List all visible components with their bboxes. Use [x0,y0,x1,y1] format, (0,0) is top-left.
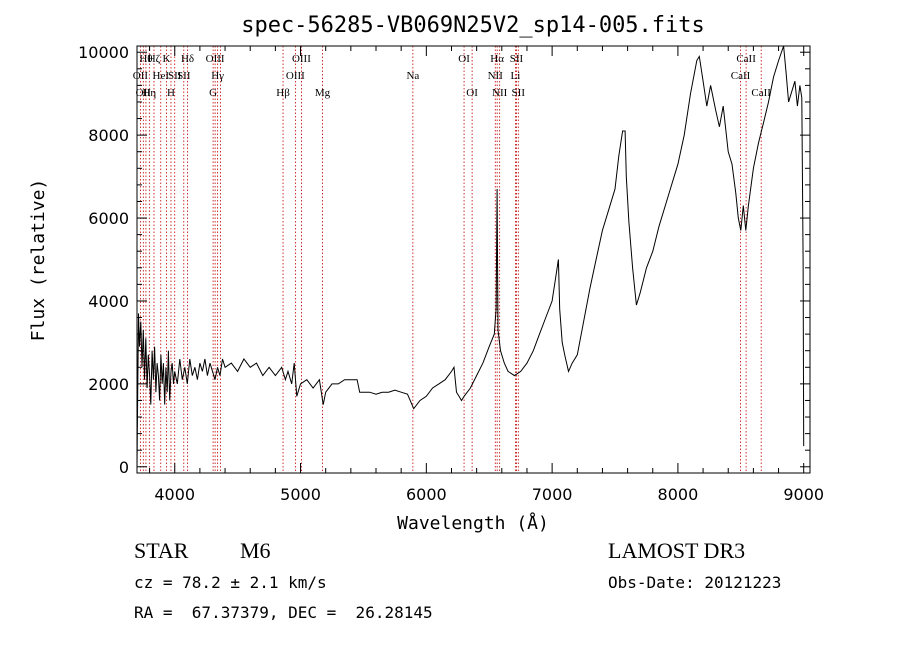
sky-coordinates: RA = 67.37379, DEC = 26.28145 [134,603,433,622]
spectral-line-label: Hδ [181,53,194,65]
spectral-line-label: Mg [315,87,331,99]
y-axis-label: Flux (relative) [28,179,49,342]
spectral-line-label: SII [177,70,191,82]
x-tick-label: 7000 [532,485,573,504]
spectral-line-label: NII [492,87,508,99]
spectral-line-label: Hη [142,87,156,99]
spectral-line-label: OIII [292,53,311,65]
y-tick-label: 8000 [88,126,129,145]
x-tick-label: 5000 [280,485,321,504]
x-tick-label: 6000 [406,485,447,504]
plot-frame [136,45,811,474]
y-tick-label: 2000 [88,375,129,394]
x-tick-label: 8000 [658,485,699,504]
spectral-line-markers [139,46,762,473]
spectral-line-label: OI [466,87,478,99]
spectral-line-label: Hα [490,53,504,65]
spectral-line-label: CaII [736,53,756,65]
spectral-line-label: SII [168,70,182,82]
spectral-line-label: SII [512,87,526,99]
spectral-line-label: H [167,87,175,99]
spectral-line-label: OI [458,53,470,65]
spectral-line-label: OIII [206,53,225,65]
data-release: LAMOST DR3 [608,538,746,563]
spectral-line-labels: OIIOIIHθHηHζHeIKHSIISIIHδGOIIIHγHβOIIIOI… [133,53,772,99]
spectral-line-label: OII [133,70,149,82]
spectrum-series [136,45,805,467]
object-class: STAR [134,538,189,563]
object-subclass: M6 [240,538,271,563]
spectral-line-label: Hγ [211,70,224,82]
spectral-line-label: Hθ [139,53,152,65]
spectral-line-label: HeI [153,70,170,82]
spectral-line-label: Li [510,70,520,82]
spectral-line-label: OIII [286,70,305,82]
spectrum-chart: OIIOIIHθHηHζHeIKHSIISIIHδGOIIIHγHβOIIIOI… [28,13,824,534]
x-axis-label: Wavelength (Å) [397,512,549,534]
y-tick-label: 4000 [88,292,129,311]
spectral-line-label: Hβ [276,87,290,99]
x-axis-ticks: 4000 5000 6000 7000 8000 9000 [149,46,824,504]
x-tick-label: 4000 [154,485,195,504]
x-tick-label: 9000 [783,485,824,504]
spectral-line-label: K [162,53,170,65]
y-tick-label: 10000 [78,43,129,62]
observation-date: Obs-Date: 20121223 [608,573,782,592]
y-axis-ticks: 0 2000 4000 6000 8000 10000 [78,43,810,477]
spectral-line-label: Hζ [148,53,161,65]
redshift-velocity: cz = 78.2 ± 2.1 km/s [134,573,327,592]
spectral-line-label: G [209,87,217,99]
y-tick-label: 0 [119,458,129,477]
spectral-line-label: CaII [751,87,771,99]
chart-title: spec-56285-VB069N25V2_sp14-005.fits [241,13,705,38]
spectral-line-label: CaII [731,70,751,82]
spectral-line-label: OII [136,87,152,99]
spectral-line-label: Na [406,70,419,82]
y-tick-label: 6000 [88,209,129,228]
spectral-line-label: NII [488,70,504,82]
spectral-line-label: SII [510,53,524,65]
